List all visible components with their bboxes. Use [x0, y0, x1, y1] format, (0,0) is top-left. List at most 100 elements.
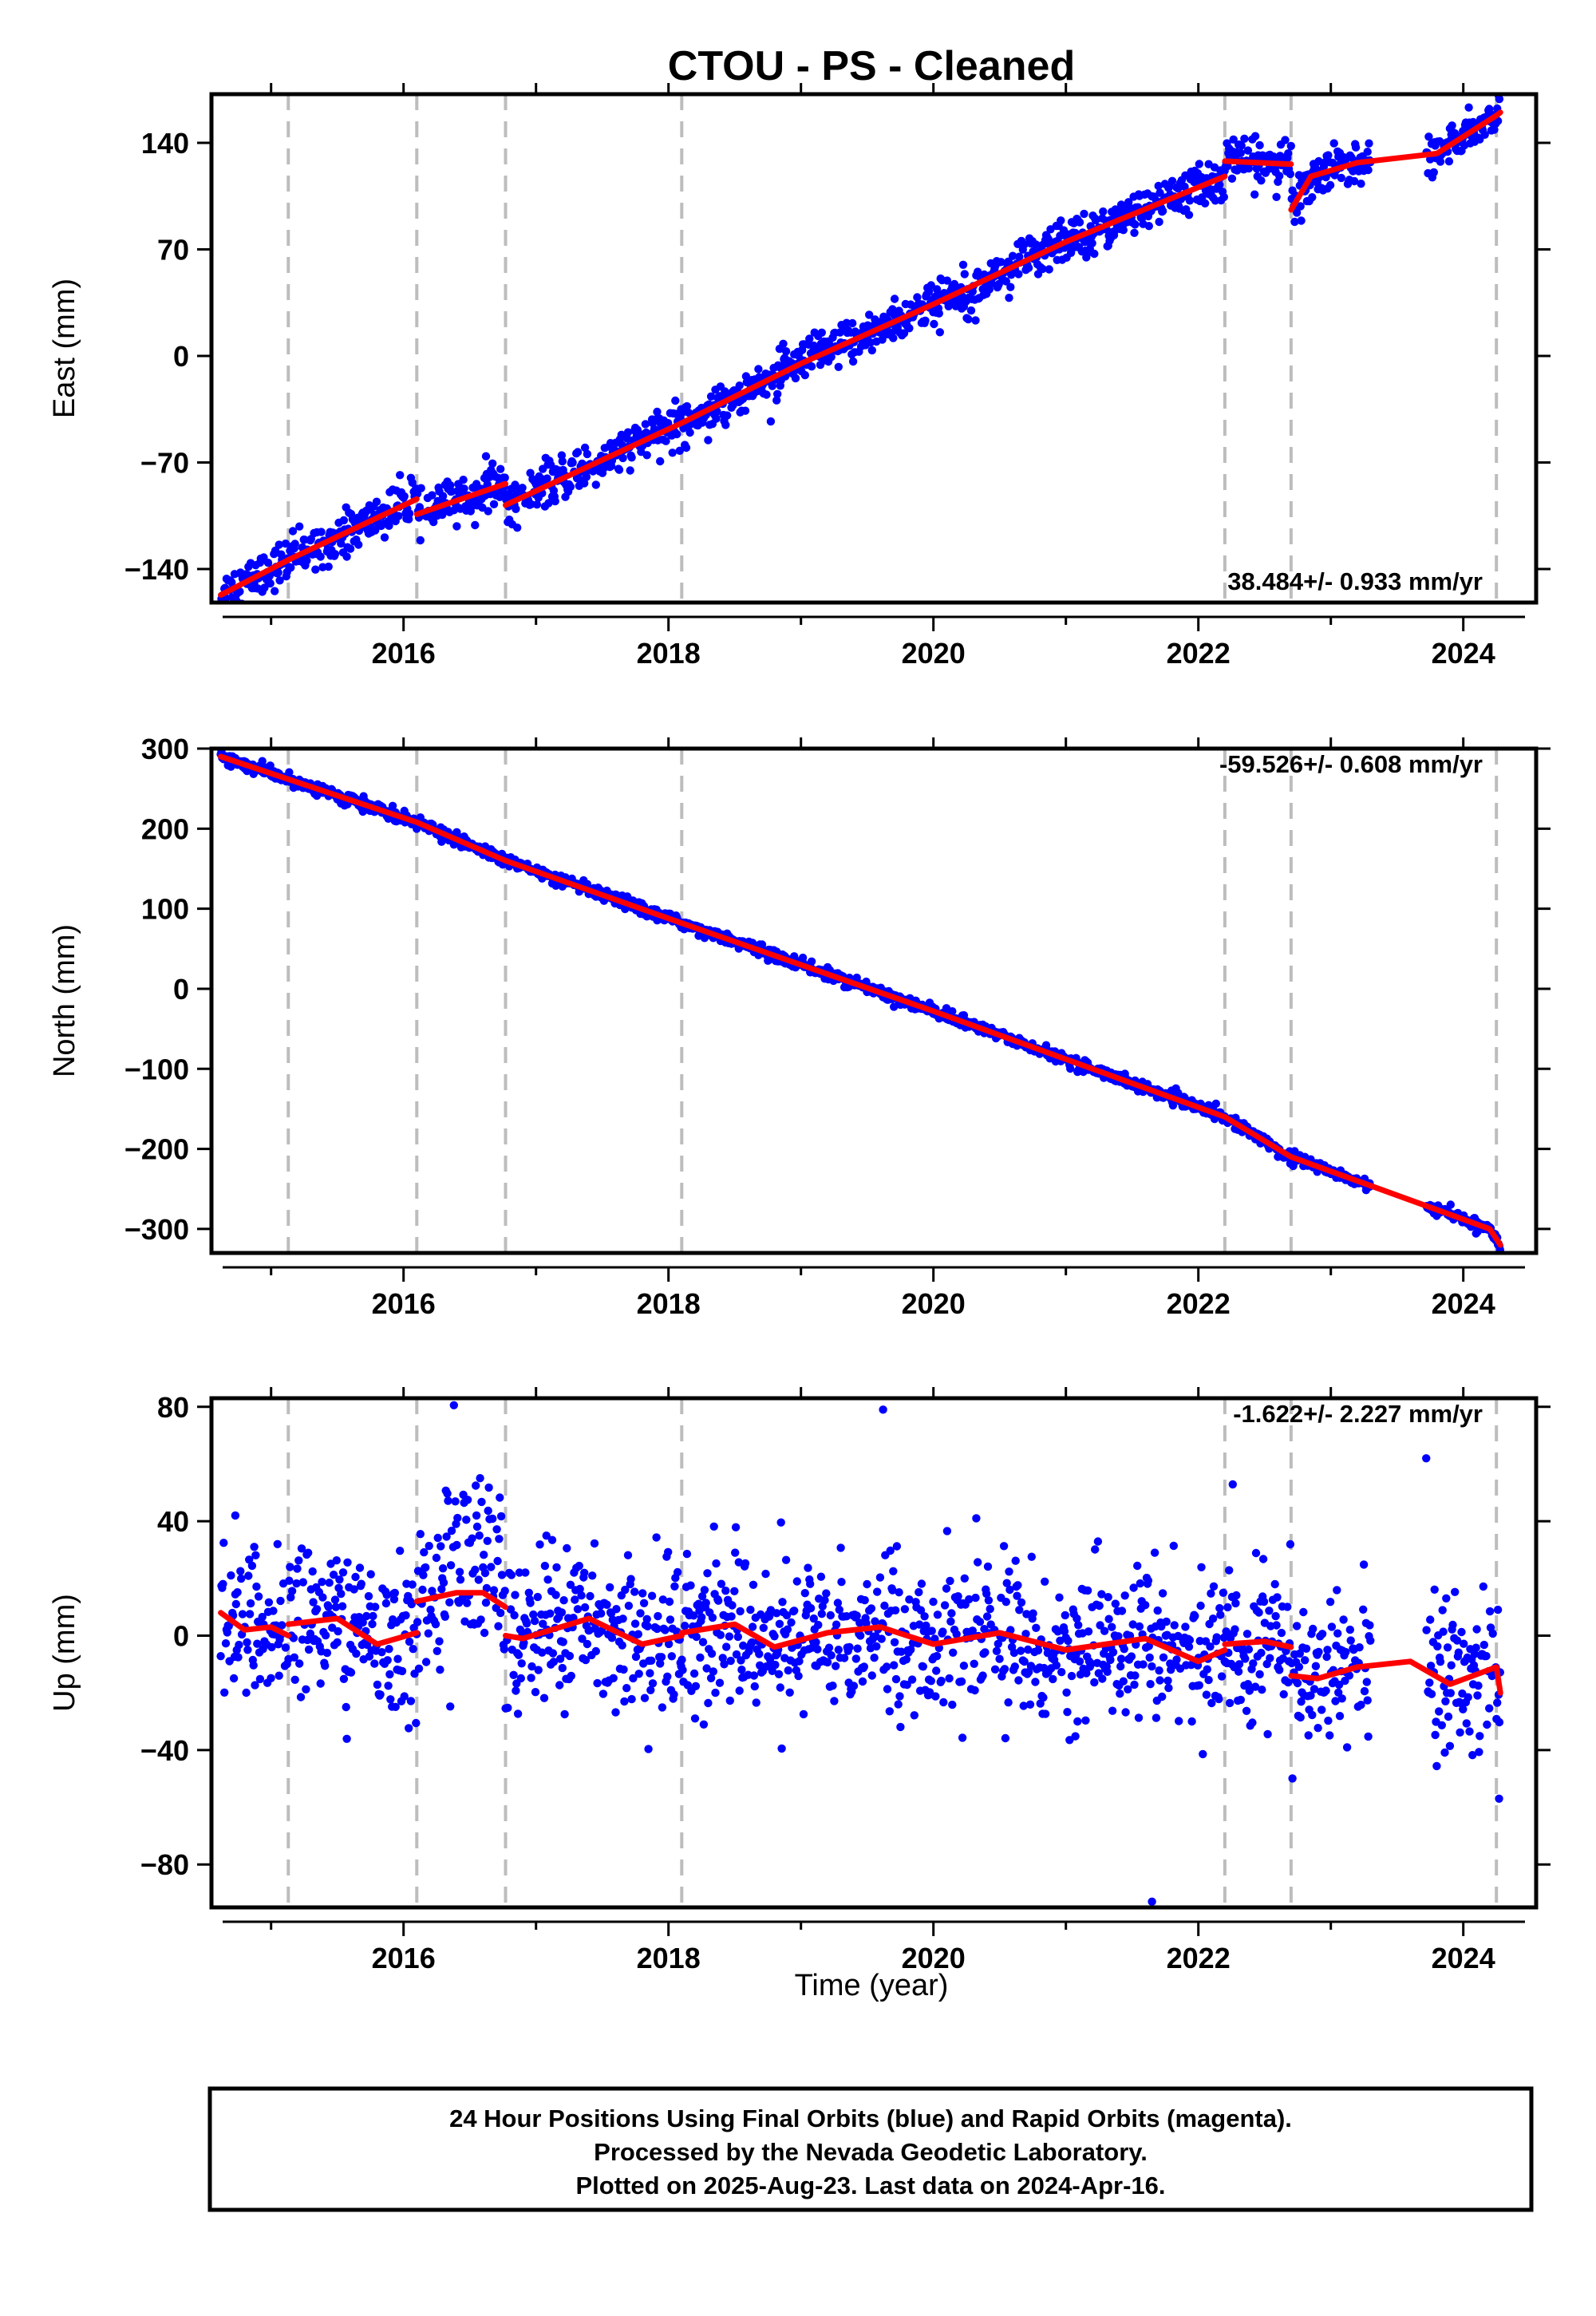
data-point [1116, 1654, 1126, 1663]
data-point [518, 484, 527, 492]
data-point [1335, 1712, 1345, 1721]
data-point [627, 1694, 636, 1704]
data-point [229, 1674, 239, 1683]
data-point [1130, 1680, 1139, 1690]
data-point [691, 1682, 701, 1690]
data-point [332, 1556, 341, 1565]
data-point [990, 1665, 1000, 1674]
data-point [611, 1708, 620, 1717]
data-point [334, 1626, 342, 1636]
data-point [1135, 1622, 1144, 1631]
data-point [931, 1692, 940, 1701]
data-point [1293, 1678, 1302, 1688]
data-point [971, 1593, 980, 1603]
data-point [1061, 1611, 1070, 1620]
data-point [1208, 1614, 1218, 1623]
data-point [992, 1646, 1001, 1655]
data-point [459, 476, 468, 484]
data-point [653, 407, 662, 417]
data-point [647, 1591, 657, 1600]
data-points [217, 94, 1504, 603]
data-point [1468, 1751, 1477, 1760]
data-point [817, 1610, 827, 1618]
data-point [1488, 1629, 1497, 1638]
data-point [1263, 1729, 1272, 1739]
data-point [932, 1651, 942, 1661]
data-point [700, 1586, 709, 1595]
data-point [809, 1614, 818, 1623]
data-point [895, 1588, 903, 1597]
data-point [1153, 1606, 1162, 1615]
data-point [734, 1558, 743, 1567]
data-point [1136, 1579, 1145, 1588]
data-point [960, 270, 970, 279]
data-point [354, 540, 363, 549]
data-point [383, 1656, 392, 1665]
data-point [488, 459, 497, 468]
data-point [416, 1530, 425, 1539]
data-point [439, 1578, 448, 1587]
data-point [1139, 1660, 1148, 1669]
data-point [491, 1379, 499, 1387]
data-point [324, 1603, 333, 1611]
data-point [894, 1700, 903, 1709]
data-point [835, 1605, 844, 1614]
data-point [731, 1548, 740, 1557]
model-segment [218, 496, 420, 598]
data-point [400, 492, 409, 501]
data-point [795, 1657, 804, 1666]
data-point [886, 1546, 895, 1555]
data-point [492, 1525, 501, 1534]
data-point [1314, 1724, 1322, 1733]
data-point [718, 1654, 727, 1662]
data-point [879, 1405, 887, 1414]
data-point [1053, 1627, 1062, 1636]
data-point [653, 1624, 662, 1634]
data-point [920, 1612, 929, 1621]
data-point [1292, 1622, 1302, 1630]
data-point [895, 1692, 904, 1701]
model-segment [413, 480, 508, 517]
data-point [865, 310, 874, 319]
data-point [223, 1628, 231, 1637]
data-point [707, 1649, 717, 1658]
data-point [238, 1610, 247, 1618]
data-point [701, 1599, 710, 1607]
data-point [1237, 141, 1246, 150]
data-point [1426, 1662, 1436, 1670]
model-segment [1222, 158, 1294, 168]
data-point [1493, 1698, 1502, 1707]
data-point [1129, 1583, 1138, 1592]
data-point [1097, 1590, 1106, 1599]
data-point [1324, 151, 1333, 160]
data-point [1245, 1686, 1254, 1695]
data-point [1341, 1647, 1350, 1657]
data-point [890, 294, 899, 303]
data-point [726, 1656, 735, 1666]
data-point [278, 1621, 286, 1630]
data-point [355, 1563, 365, 1572]
data-point [784, 1666, 792, 1675]
data-point [412, 1718, 421, 1728]
data-point [549, 1658, 559, 1666]
plot-frame [209, 92, 1539, 605]
data-point [626, 1575, 635, 1583]
data-point [1075, 218, 1084, 227]
data-point [577, 1591, 586, 1600]
data-point [551, 496, 559, 506]
data-point [673, 429, 681, 439]
data-point [1148, 1662, 1156, 1671]
data-point [1301, 1656, 1310, 1665]
data-point [618, 453, 627, 463]
data-point [428, 491, 437, 500]
data-point [1495, 94, 1504, 104]
data-point [484, 1483, 493, 1492]
data-point [1302, 1644, 1311, 1653]
data-point [227, 578, 236, 587]
data-point [889, 334, 898, 342]
data-point [1021, 1630, 1030, 1638]
data-point [409, 1645, 417, 1654]
data-point [783, 1625, 792, 1634]
data-point [1334, 1680, 1344, 1690]
